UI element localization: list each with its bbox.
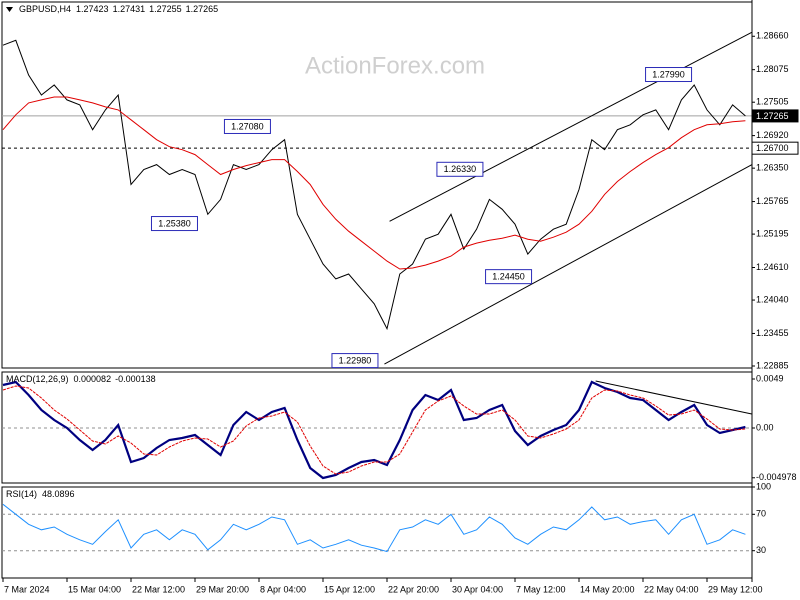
annotation-box [485,269,533,285]
series-line [2,96,746,270]
x-tick-label: 22 May 04:00 [644,584,699,594]
y-tick-label: 1.28660 [756,31,789,41]
x-tick-label: 15 Apr 12:00 [324,584,375,594]
y-tick-label: 0.00 [756,422,774,432]
series-line [2,39,746,331]
panel-frame [1,486,753,579]
y-tick-label: 1.24610 [756,262,789,272]
reading: 1.27423 [76,4,109,14]
panel-title: MACD(12,26,9) [6,374,69,384]
annotation-label: 1.24450 [492,272,525,282]
annotation-label: 1.26330 [444,164,477,174]
annotation-box [331,353,379,369]
series-line [2,503,746,553]
y-tick-label: 1.25765 [756,196,789,206]
panel-header: MACD(12,26,9) 0.000082 -0.000138 [6,374,156,385]
reading: 48.0896 [42,489,75,499]
y-tick-label: 30 [756,545,766,555]
trendline [389,31,753,222]
x-tick-label: 30 Apr 04:00 [452,584,503,594]
y-tick-label: 1.27505 [756,97,789,107]
x-tick-label: 7 Mar 2024 [4,584,50,594]
x-tick-label: 15 Mar 04:00 [68,584,121,594]
x-tick-label: 14 May 20:00 [580,584,635,594]
level-label: 1.27265 [756,111,789,121]
annotation-label: 1.22980 [339,355,372,365]
x-tick-label: 29 May 12:00 [708,584,763,594]
series-line [2,385,746,475]
panel-header: RSI(14) 48.0896 [6,489,75,500]
y-tick-label: -0.004978 [756,472,797,482]
y-tick-label: 100 [756,481,771,491]
y-tick-label: 1.26920 [756,130,789,140]
panel-header: GBPUSD,H4 1.27423 1.27431 1.27255 1.27265 [6,4,218,15]
x-tick-label: 8 Apr 04:00 [260,584,306,594]
reading: 1.27431 [112,4,146,14]
reading: 1.27255 [149,4,182,14]
reading: 0.000082 [73,374,112,384]
y-tick-label: 1.28075 [756,64,789,74]
menu-arrow[interactable] [6,4,14,14]
y-tick-label: 1.24040 [756,294,789,304]
reading: -0.000138 [115,374,156,384]
y-tick-label: 1.23455 [756,328,789,338]
y-tick-label: 1.22885 [756,360,789,370]
level-label-box [751,141,799,155]
x-tick-label: 22 Apr 20:00 [388,584,439,594]
readings: 0.000082 -0.000138 [74,374,156,385]
readings: 48.0896 [42,489,75,500]
level-label: 1.26700 [756,143,789,153]
trendline [595,380,752,415]
x-tick-label: 7 May 12:00 [516,584,566,594]
y-tick-label: 70 [756,509,766,519]
trendline [384,164,753,365]
annotation-box [645,67,693,83]
annotation-box [223,118,271,134]
y-tick-label: 1.25195 [756,228,789,238]
level-label-box [751,109,799,123]
panel-title: GBPUSD,H4 [19,4,72,14]
x-tick-label: 22 Mar 12:00 [132,584,185,594]
readings: 1.27423 1.27431 1.27255 1.27265 [76,4,218,15]
annotation-label: 1.27080 [231,121,264,131]
series-line [2,380,746,480]
y-tick-label: 1.26350 [756,163,789,173]
y-tick-label: 0.0049 [756,373,784,383]
reading: 1.27265 [185,4,219,14]
annotation-label: 1.27990 [652,69,685,79]
x-tick-label: 29 Mar 20:00 [196,584,249,594]
annotation-label: 1.25380 [158,218,191,228]
annotation-box [436,161,484,177]
watermark: ActionForex.com [305,52,485,79]
annotation-box [150,216,198,232]
panel-title: RSI(14) [6,489,38,499]
